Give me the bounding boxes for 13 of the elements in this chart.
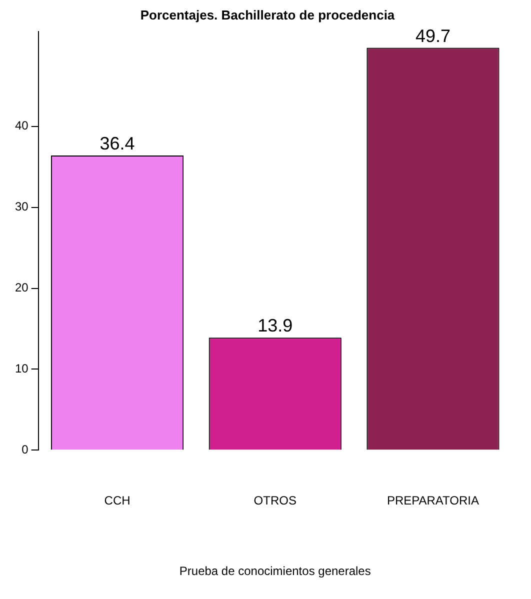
- y-tick-label: 10: [14, 362, 29, 376]
- y-tick-label: 20: [14, 280, 29, 295]
- data-label: 13.9: [258, 316, 293, 336]
- chart-title: Porcentajes. Bachillerato de procedencia: [140, 7, 396, 22]
- y-tick-label: 40: [14, 118, 29, 133]
- x-tick-label: CCH: [104, 494, 130, 508]
- data-label: 36.4: [100, 133, 135, 154]
- y-tick-label: 0: [22, 442, 29, 457]
- y-tick-label: 30: [14, 200, 29, 214]
- x-tick-label: PREPARATORIA: [386, 494, 480, 508]
- x-axis-title: Prueba de conocimientos generales: [179, 564, 371, 578]
- data-label: 49.7: [415, 26, 451, 46]
- x-tick-label: OTROS: [254, 494, 296, 508]
